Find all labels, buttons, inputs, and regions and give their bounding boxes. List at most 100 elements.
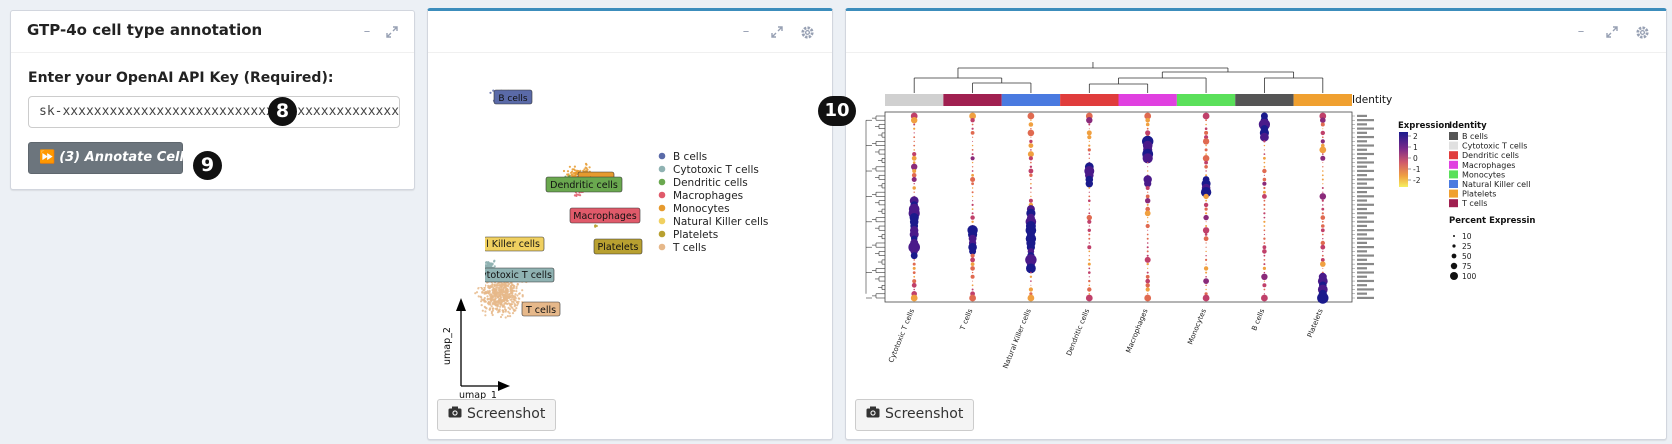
dot-mark (1322, 250, 1324, 253)
umap-point (492, 291, 495, 294)
dot-mark (1088, 187, 1091, 189)
dot-mark (1145, 117, 1150, 123)
expand-icon[interactable] (770, 25, 786, 39)
identity-bar-cell (943, 94, 1002, 106)
umap-point (503, 286, 506, 289)
umap-legend-swatch (658, 152, 666, 160)
minimize-icon[interactable]: – (1577, 24, 1585, 39)
expand-icon[interactable] (385, 25, 401, 39)
identity-bar-cell (1001, 94, 1061, 106)
umap-point (499, 305, 502, 308)
dot-mark (912, 152, 917, 157)
identity-legend-swatch (1449, 199, 1458, 208)
dot-mark (1145, 283, 1150, 288)
minimize-icon[interactable]: – (742, 24, 750, 39)
percent-legend-dot (1453, 235, 1455, 237)
gene-label (1357, 267, 1367, 270)
umap-legend-label: Natural Killer cells (673, 216, 768, 228)
gene-label (1357, 292, 1367, 295)
umap-point (510, 303, 514, 306)
umap-point (507, 310, 510, 313)
annotate-cells-button[interactable]: ⏩ (3) Annotate Cells (28, 142, 192, 174)
dot-mark (911, 155, 917, 161)
umap-point (495, 300, 498, 303)
gene-label (1357, 178, 1374, 181)
umap-point (477, 295, 480, 298)
expression-tick-label: -1 (1413, 165, 1421, 174)
dot-mark (1263, 259, 1266, 261)
umap-point (501, 313, 504, 316)
umap-point (475, 291, 479, 294)
dot-mark (1203, 214, 1209, 221)
dot-mark (913, 140, 915, 143)
expand-icon[interactable] (1605, 25, 1621, 39)
dot-mark (1263, 288, 1266, 291)
umap-cluster-label: ytotoxic T cells (481, 267, 555, 283)
screenshot-button[interactable]: Screenshot (855, 399, 975, 431)
umap-point (498, 286, 501, 289)
dot-mark (1085, 294, 1093, 302)
dot-mark (1322, 191, 1324, 193)
dot-mark (1320, 240, 1325, 246)
dot-mark (1146, 203, 1149, 206)
dot-mark (1203, 193, 1209, 200)
dot-mark (1263, 220, 1266, 223)
percent-legend-label: 10 (1462, 232, 1472, 241)
umap-point (506, 315, 509, 318)
dot-mark (970, 118, 975, 123)
dot-mark (1028, 143, 1034, 148)
identity-bar-cell (1235, 94, 1294, 106)
gene-label (1357, 140, 1367, 143)
dot-mark (1088, 204, 1090, 206)
umap-point (484, 314, 487, 317)
dot-mark (1200, 187, 1212, 198)
screenshot-button[interactable]: Screenshot (437, 399, 557, 431)
api-key-input[interactable]: sk-xxxxxxxxxxxxxxxxxxxxxxxxxxxxxxxxxxxxx… (28, 96, 400, 128)
gene-label (1357, 275, 1367, 278)
umap-point (489, 266, 492, 269)
dot-mark (1321, 224, 1325, 228)
dot-mark (1147, 293, 1149, 295)
svg-text:Dendritic cells: Dendritic cells (550, 180, 618, 191)
dot-mark (972, 140, 974, 142)
gene-label (1357, 174, 1367, 177)
umap-point (490, 305, 493, 308)
umap-point (500, 286, 503, 289)
dot-mark (970, 274, 975, 279)
dot-mark (1146, 254, 1149, 257)
dot-mark (1088, 157, 1090, 159)
dot-mark (1146, 271, 1149, 274)
umap-point (505, 302, 508, 305)
dot-mark (1262, 283, 1267, 288)
expression-tick-label: -2 (1413, 176, 1421, 185)
umap-point (479, 295, 482, 298)
umap-legend-swatch (658, 230, 666, 238)
dot-mark (1205, 123, 1207, 126)
dot-mark (1088, 140, 1090, 142)
umap-point (497, 302, 500, 305)
minimize-icon[interactable]: – (363, 24, 371, 39)
dot-mark (1263, 242, 1266, 244)
dot-mark (1088, 144, 1091, 147)
dot-mark (1260, 132, 1269, 142)
umap-point (493, 283, 496, 286)
umap-point (480, 298, 483, 301)
dot-mark (1204, 148, 1208, 152)
umap-point (489, 91, 492, 94)
dot-mark (1088, 293, 1091, 295)
umap-point (577, 170, 580, 173)
dot-mark (1320, 139, 1325, 144)
dot-mark (1322, 153, 1324, 155)
umap-point (573, 165, 576, 168)
umap-point (497, 284, 501, 287)
gear-icon[interactable] (800, 25, 816, 40)
gear-icon[interactable] (1635, 25, 1651, 40)
dot-mark (1087, 148, 1091, 152)
dot-mark (1147, 166, 1149, 168)
dot-mark (969, 294, 976, 302)
dot-mark (1263, 153, 1266, 155)
umap-point (507, 302, 510, 305)
umap-point (504, 298, 507, 301)
dot-mark (1088, 255, 1090, 257)
